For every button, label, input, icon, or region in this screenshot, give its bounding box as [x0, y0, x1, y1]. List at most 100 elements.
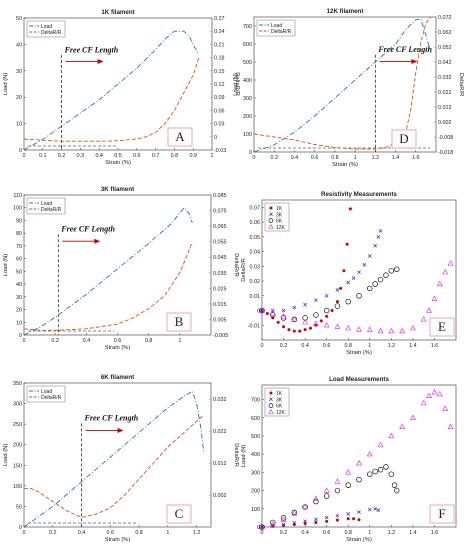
marker-6k	[377, 276, 384, 283]
legend-label: Load	[41, 389, 52, 395]
marker-3k	[324, 293, 329, 298]
legend-box	[256, 19, 296, 37]
marker-12k	[431, 295, 438, 301]
marker-6k	[270, 519, 276, 526]
legend-label: 6K	[276, 219, 283, 225]
y-axis-label: Load (N)	[241, 445, 247, 468]
y2-tick-label: 0.002	[213, 493, 227, 499]
marker-12k	[426, 307, 432, 313]
marker-1k	[303, 522, 307, 526]
marker-6k	[367, 471, 373, 477]
marker-6k	[383, 272, 389, 278]
marker-3k	[303, 302, 307, 307]
marker-12k	[388, 432, 395, 439]
x-tick-label: 1.2	[388, 530, 396, 536]
panel-letter: B	[175, 314, 184, 329]
y-tick-label: 0.04	[250, 250, 261, 256]
legend-swatch	[268, 218, 274, 223]
y-tick-label: 50	[16, 269, 22, 275]
marker-3k	[281, 308, 286, 313]
y-tick-label: 20	[16, 308, 22, 314]
y-tick-label: 350	[13, 381, 22, 387]
x-tick-label: 1	[368, 530, 371, 536]
marker-6k	[334, 303, 341, 309]
annotation-text: Free CF Length	[84, 413, 139, 422]
plot-frame	[261, 199, 457, 341]
marker-12k	[431, 389, 438, 395]
marker-12k	[302, 319, 309, 325]
marker-12k	[334, 323, 341, 329]
y-tick-label: 0.06	[250, 220, 261, 226]
x-tick-label: 1.4	[409, 343, 417, 349]
marker-6k	[367, 285, 373, 292]
y2-tick-label: 0.065	[213, 224, 227, 230]
annotation-text: Free CF Length	[377, 45, 432, 54]
marker-6k	[291, 509, 298, 516]
y-tick-label: 400	[243, 78, 252, 84]
marker-12k	[388, 327, 395, 334]
y-tick-label: 80	[16, 231, 22, 237]
x-tick-label: 0.2	[58, 153, 66, 159]
marker-12k	[356, 460, 362, 466]
legend-label: 1K	[276, 206, 283, 212]
y-axis-label: Load (N)	[3, 73, 9, 96]
y2-tick-label: 0.032	[213, 397, 227, 403]
chart-title: 12K filament	[327, 8, 364, 15]
x-tick-label: 0.4	[291, 155, 299, 161]
marker-1k	[298, 329, 302, 333]
marker-6k	[323, 493, 330, 499]
legend-label: DeltaR/R	[41, 207, 62, 213]
legend-box	[264, 202, 290, 232]
y-tick-label: 0	[249, 150, 252, 156]
marker-1k	[345, 242, 349, 246]
legend-label: DeltaR/R	[41, 395, 62, 401]
x-tick-label: 0	[253, 155, 256, 161]
marker-6k	[345, 482, 351, 488]
legend-label: 3K	[276, 397, 283, 403]
y2-axis-label: DeltaR/R	[458, 73, 464, 97]
y-tick-label: 60	[16, 257, 22, 263]
marker-6k	[393, 266, 400, 273]
marker-6k	[372, 468, 378, 475]
x-tick-label: 0.2	[270, 155, 278, 161]
annotation-arrow-head	[117, 428, 124, 434]
y-tick-label: 100	[13, 484, 22, 490]
x-tick-label: 0.8	[171, 153, 179, 159]
x-tick-label: 1.2	[372, 155, 380, 161]
marker-1k	[352, 517, 356, 521]
y2-tick-label: 0.06	[214, 108, 225, 114]
series-line-deltar/r	[253, 16, 432, 150]
marker-6k	[388, 471, 395, 477]
y-tick-label: 110	[13, 193, 22, 199]
x-axis-label: Strain (%)	[346, 350, 372, 356]
legend-label: 1K	[276, 391, 283, 397]
marker-1k	[276, 320, 280, 324]
y-tick-label: 600	[243, 42, 252, 48]
panel-letter-box	[391, 129, 417, 149]
x-tick-label: 0.6	[133, 153, 141, 159]
marker-6k	[372, 281, 378, 287]
marker-12k	[259, 523, 265, 530]
y-tick-label: 300	[251, 470, 260, 476]
y-tick-label: 700	[251, 398, 260, 404]
y-tick-label: -0.01	[248, 323, 260, 329]
marker-3k	[373, 506, 378, 511]
legend-box	[26, 197, 66, 215]
y-tick-label: 0	[257, 525, 260, 531]
x-tick-label: 0.5	[114, 153, 122, 159]
y-tick-label: 10	[16, 122, 22, 128]
series-line-deltar/r	[23, 57, 200, 142]
marker-1k	[335, 518, 339, 522]
series-line-load	[253, 18, 432, 153]
legend-swatch	[269, 391, 273, 395]
marker-6k	[313, 498, 319, 505]
marker-1k	[282, 325, 286, 329]
y-axis-label: Load (N)	[3, 444, 9, 467]
series-line-deltar/r	[23, 241, 193, 331]
marker-12k	[442, 405, 449, 411]
x-tick-label: 1	[354, 155, 357, 161]
annotation-arrow-head	[94, 238, 101, 244]
marker-1k	[346, 517, 350, 521]
legend-label: 12K	[276, 225, 286, 231]
legend-label: 3K	[276, 212, 283, 218]
